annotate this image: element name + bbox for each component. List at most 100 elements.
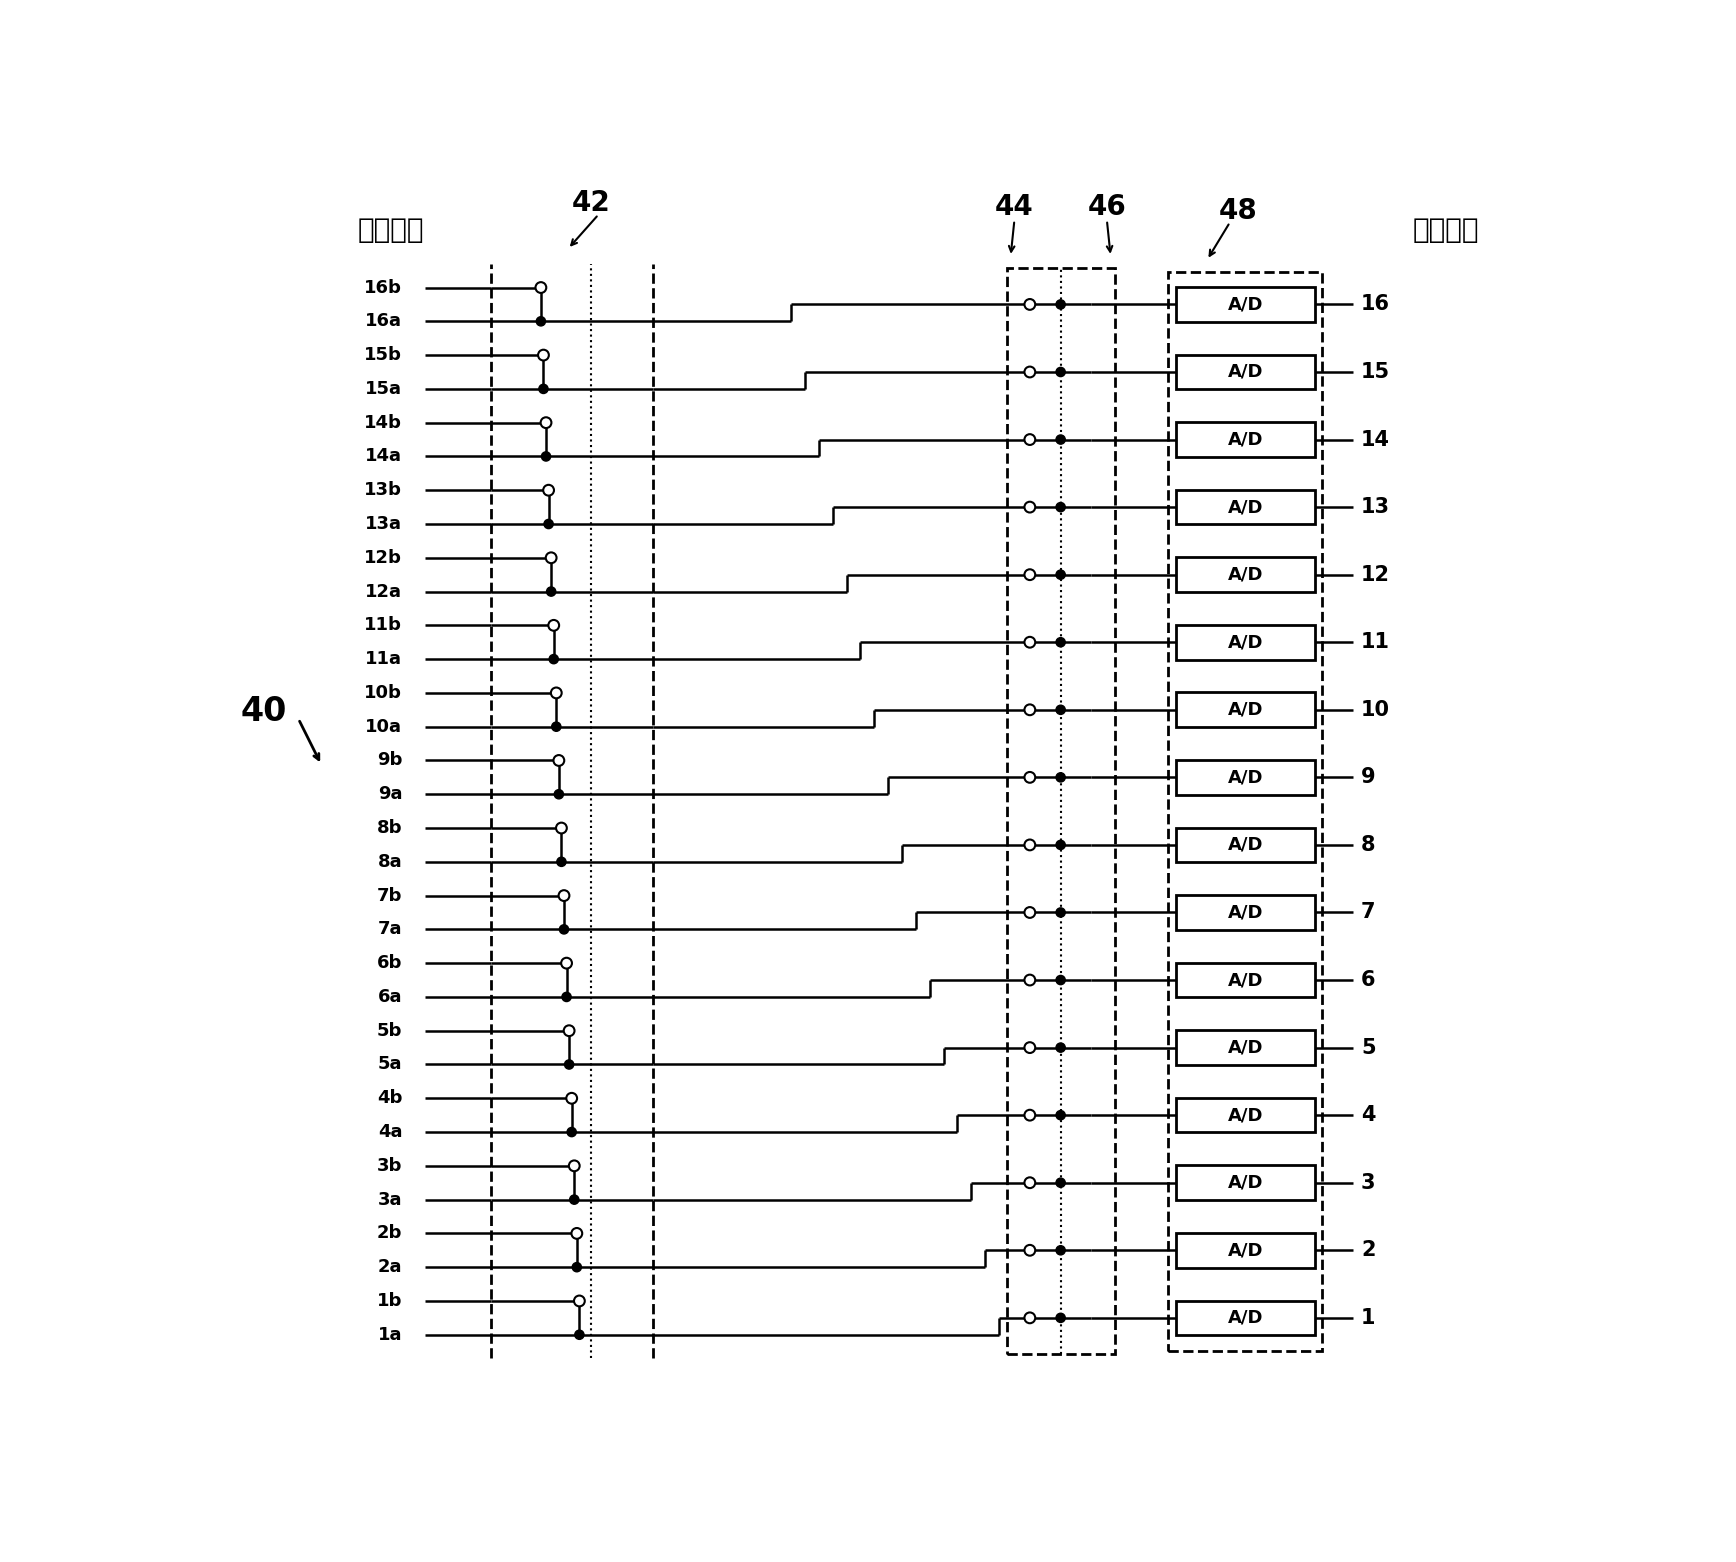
Text: 输出通道: 输出通道	[1413, 216, 1479, 244]
Circle shape	[571, 1228, 582, 1239]
Text: A/D: A/D	[1227, 295, 1264, 314]
Bar	[1175, 625, 1314, 659]
Text: 5: 5	[1361, 1037, 1375, 1057]
Bar	[1007, 269, 1115, 1354]
Text: A/D: A/D	[1227, 362, 1264, 381]
Bar	[1175, 558, 1314, 592]
Text: 6: 6	[1361, 970, 1375, 990]
Text: 16b: 16b	[365, 278, 403, 297]
Text: 7: 7	[1361, 903, 1375, 923]
Circle shape	[1024, 501, 1035, 512]
Text: 3: 3	[1361, 1173, 1375, 1193]
Text: 7a: 7a	[378, 920, 403, 939]
Text: 13a: 13a	[365, 515, 403, 533]
Circle shape	[1024, 839, 1035, 850]
Circle shape	[1024, 367, 1035, 378]
Circle shape	[536, 317, 545, 326]
Text: A/D: A/D	[1227, 633, 1264, 651]
Text: 4b: 4b	[377, 1089, 403, 1107]
Bar	[1175, 761, 1314, 795]
Bar	[1175, 1098, 1314, 1132]
Circle shape	[1055, 570, 1066, 580]
Circle shape	[543, 484, 554, 495]
Text: 48: 48	[1219, 197, 1257, 225]
Circle shape	[535, 283, 547, 294]
Circle shape	[568, 1128, 576, 1137]
Text: 11b: 11b	[365, 617, 403, 634]
Circle shape	[556, 823, 568, 834]
Circle shape	[538, 384, 549, 394]
Circle shape	[552, 722, 561, 731]
Circle shape	[550, 687, 562, 698]
Text: A/D: A/D	[1227, 769, 1264, 786]
Circle shape	[564, 1025, 575, 1036]
Circle shape	[554, 790, 564, 798]
Text: A/D: A/D	[1227, 431, 1264, 448]
Circle shape	[1024, 772, 1035, 783]
Text: 12a: 12a	[365, 583, 403, 600]
Bar	[1175, 692, 1314, 728]
Text: 4a: 4a	[378, 1123, 403, 1142]
Text: 42: 42	[571, 189, 611, 217]
Text: A/D: A/D	[1227, 1173, 1264, 1192]
Circle shape	[561, 958, 571, 968]
Text: 9b: 9b	[377, 751, 403, 770]
Bar	[1175, 828, 1314, 862]
Circle shape	[1055, 300, 1066, 309]
Circle shape	[1024, 637, 1035, 648]
Circle shape	[564, 1061, 573, 1068]
Circle shape	[1055, 1111, 1066, 1120]
Circle shape	[549, 620, 559, 631]
Text: 46: 46	[1087, 192, 1127, 220]
Text: 16: 16	[1361, 294, 1391, 314]
Bar	[1175, 1301, 1314, 1336]
Text: 8b: 8b	[377, 818, 403, 837]
Circle shape	[540, 417, 552, 428]
Text: 12: 12	[1361, 565, 1391, 584]
Text: 4: 4	[1361, 1106, 1375, 1125]
Bar	[1175, 1232, 1314, 1268]
Text: 12b: 12b	[365, 548, 403, 567]
Circle shape	[1055, 434, 1066, 444]
Circle shape	[559, 890, 569, 901]
Text: 3b: 3b	[377, 1157, 403, 1175]
Circle shape	[1055, 1043, 1066, 1053]
Text: A/D: A/D	[1227, 972, 1264, 989]
Text: 5a: 5a	[378, 1056, 403, 1073]
Text: 11a: 11a	[365, 650, 403, 669]
Circle shape	[575, 1331, 583, 1339]
Circle shape	[1055, 637, 1066, 647]
Text: 8: 8	[1361, 836, 1375, 854]
Circle shape	[547, 587, 556, 597]
Circle shape	[1024, 434, 1035, 445]
Text: 10a: 10a	[365, 717, 403, 736]
Circle shape	[1055, 975, 1066, 984]
Text: A/D: A/D	[1227, 1039, 1264, 1056]
Circle shape	[1055, 908, 1066, 917]
Circle shape	[1024, 1312, 1035, 1323]
Text: 子探测器: 子探测器	[358, 216, 424, 244]
Text: 6b: 6b	[377, 954, 403, 972]
Circle shape	[569, 1195, 578, 1204]
Text: 8a: 8a	[378, 853, 403, 870]
Text: 7b: 7b	[377, 887, 403, 904]
Text: A/D: A/D	[1227, 903, 1264, 922]
Text: A/D: A/D	[1227, 701, 1264, 719]
Circle shape	[1055, 1314, 1066, 1323]
Text: A/D: A/D	[1227, 1242, 1264, 1259]
Circle shape	[1024, 569, 1035, 580]
Text: 2a: 2a	[378, 1257, 403, 1276]
Bar	[1175, 490, 1314, 525]
Text: 9: 9	[1361, 767, 1375, 787]
Bar	[1175, 962, 1314, 998]
Circle shape	[1024, 1109, 1035, 1120]
Text: 10b: 10b	[365, 684, 403, 701]
Text: A/D: A/D	[1227, 1309, 1264, 1326]
Circle shape	[1055, 503, 1066, 512]
Text: 16a: 16a	[365, 312, 403, 330]
Circle shape	[1055, 1178, 1066, 1187]
Circle shape	[1055, 367, 1066, 376]
Text: A/D: A/D	[1227, 498, 1264, 515]
Circle shape	[549, 654, 559, 664]
Text: A/D: A/D	[1227, 565, 1264, 584]
